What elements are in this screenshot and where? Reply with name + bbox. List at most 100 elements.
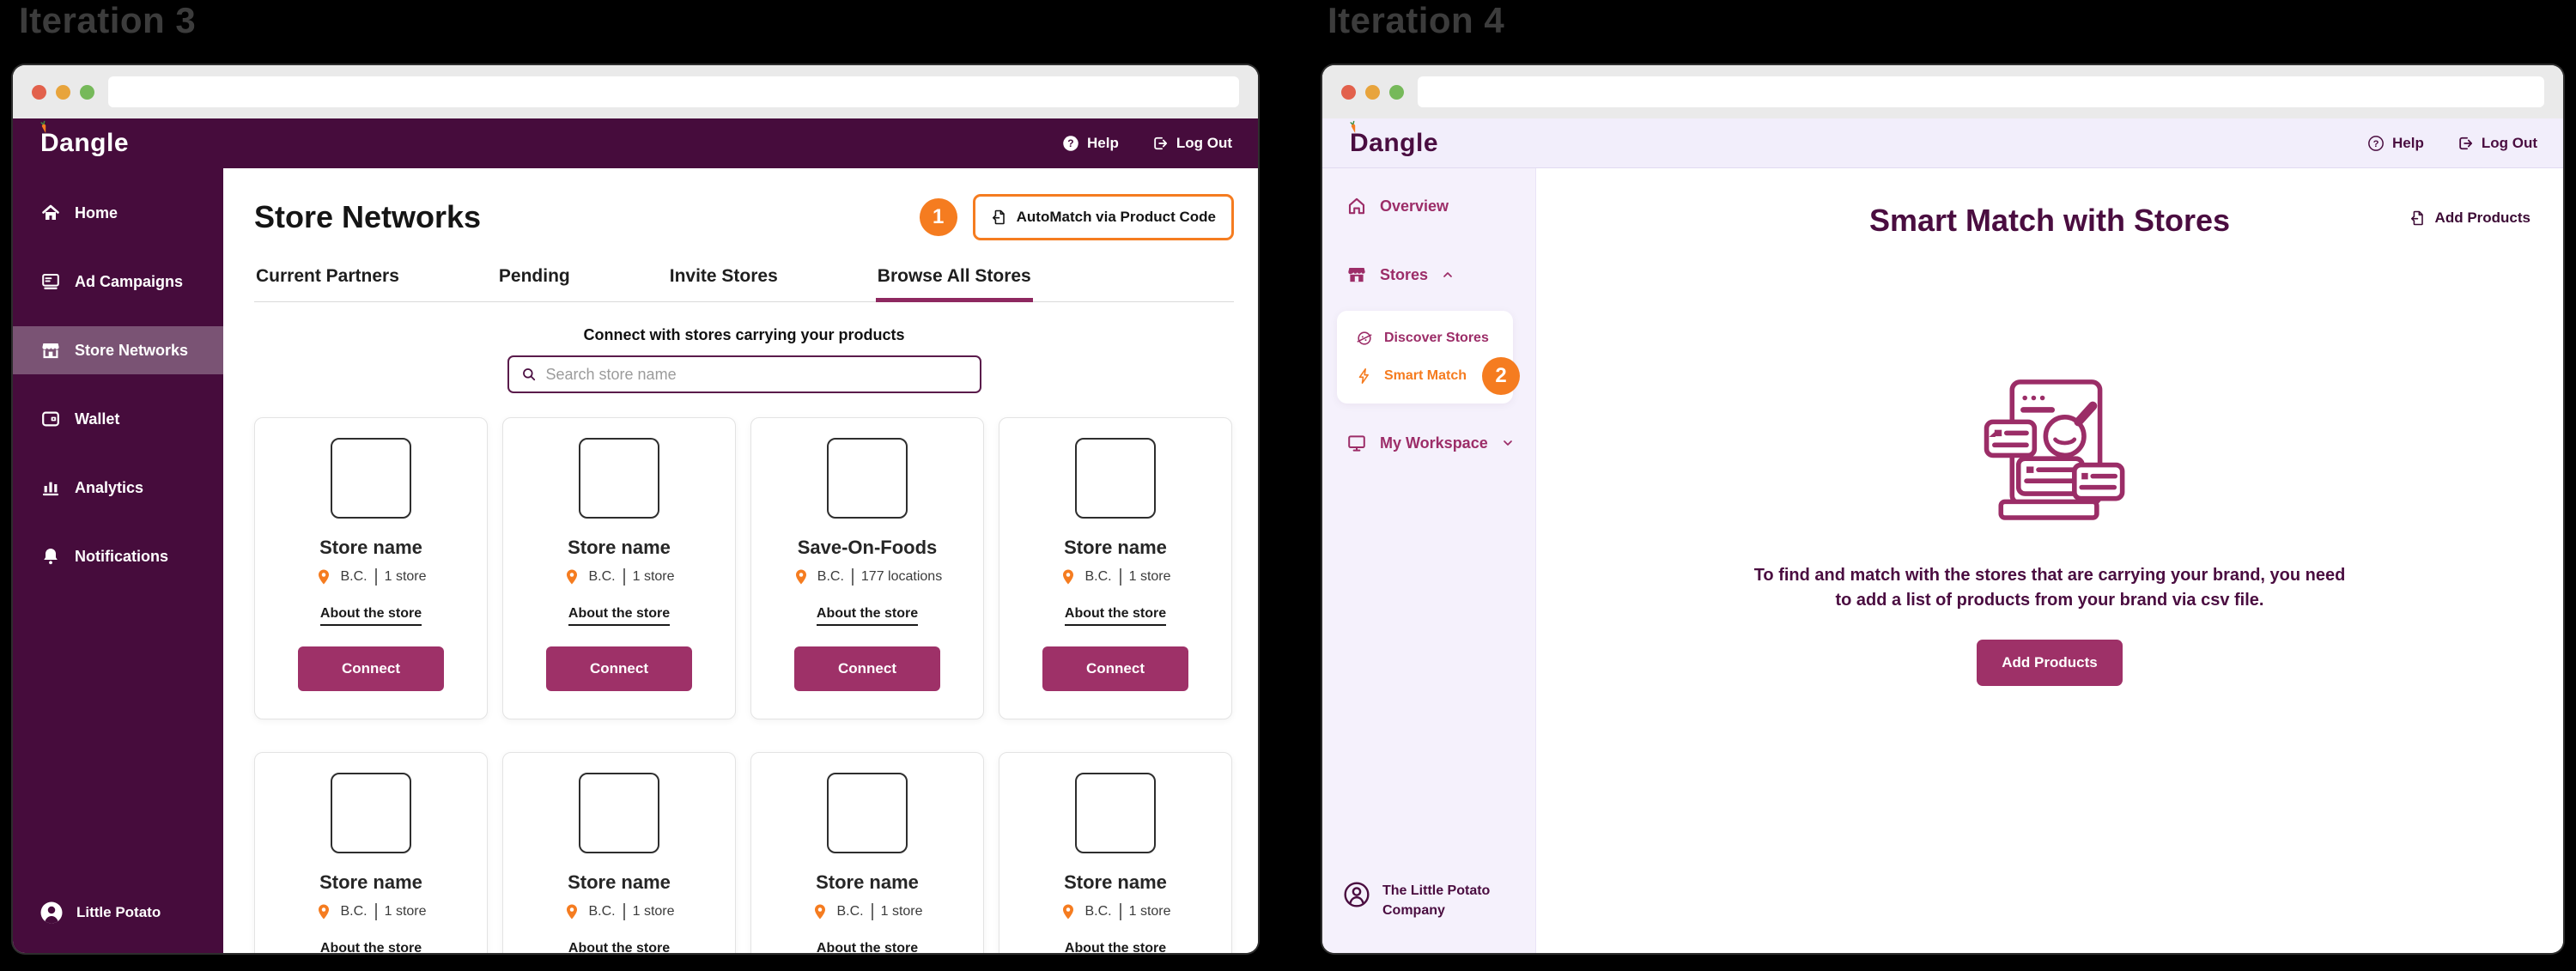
about-the-store-link[interactable]: About the store	[320, 941, 422, 953]
store-location: B.C.	[588, 904, 616, 919]
app-header: Dangle Help Log Out	[1322, 118, 2563, 168]
close-window-button[interactable]	[32, 84, 46, 100]
store-name: Store name	[568, 871, 671, 893]
maximize-window-button[interactable]	[80, 84, 94, 100]
ad-campaigns-icon	[40, 271, 61, 292]
store-image-placeholder	[1075, 438, 1156, 519]
about-the-store-link[interactable]: About the store	[816, 606, 919, 626]
logout-icon	[2457, 135, 2474, 152]
sidebar-item-ad-campaigns[interactable]: Ad Campaigns	[13, 258, 223, 306]
about-the-store-link[interactable]: About the store	[319, 606, 422, 626]
description-text: To find and match with the stores that a…	[1753, 566, 2346, 610]
user-menu[interactable]: Little Potato	[39, 900, 161, 925]
sidebar-item-stores[interactable]: Stores	[1322, 261, 1535, 288]
tab-browse-all-stores[interactable]: Browse All Stores	[875, 266, 1033, 302]
store-image-placeholder	[579, 438, 659, 519]
store-location: B.C.	[1084, 569, 1112, 584]
sidebar-item-notifications[interactable]: Notifications	[13, 532, 223, 580]
store-name: Store name	[568, 537, 671, 558]
connect-button[interactable]: Connect	[298, 646, 444, 691]
about-the-store-link[interactable]: About the store	[1065, 941, 1166, 953]
iteration-3-label: Iteration 3	[19, 0, 197, 40]
add-products-link[interactable]: Add Products	[2409, 209, 2530, 227]
help-button[interactable]: Help	[2367, 135, 2424, 152]
store-card: Store name B.C. 1 store About the store …	[254, 417, 488, 719]
tab-pending[interactable]: Pending	[498, 266, 570, 286]
divider	[871, 903, 873, 920]
dangle-logo: Dangle	[1348, 129, 1438, 158]
location-pin-icon	[1060, 568, 1077, 586]
help-button[interactable]: Help	[1062, 135, 1119, 152]
page-title: Store Networks	[254, 199, 482, 234]
connect-button[interactable]: Connect	[1042, 646, 1188, 691]
store-location: B.C.	[340, 904, 368, 919]
sidebar-item-analytics[interactable]: Analytics	[13, 464, 223, 512]
search-label: Connect with stores carrying your produc…	[583, 326, 905, 343]
tab-invite-stores[interactable]: Invite Stores	[669, 266, 778, 286]
search-input[interactable]	[545, 365, 969, 384]
location-pin-icon	[793, 568, 810, 586]
chevron-down-icon	[1501, 436, 1515, 450]
sidebar: Home Ad Campaigns Store Networks Wallet …	[13, 168, 223, 953]
sidebar-item-home[interactable]: Home	[13, 189, 223, 237]
store-image-placeholder	[331, 773, 411, 853]
tab-current-partners[interactable]: Current Partners	[256, 266, 399, 286]
connect-button[interactable]: Connect	[794, 646, 940, 691]
monitor-icon	[1346, 433, 1367, 453]
close-window-button[interactable]	[1341, 84, 1356, 100]
about-the-store-link[interactable]: About the store	[568, 941, 670, 953]
minimize-window-button[interactable]	[1365, 84, 1380, 100]
divider	[1119, 568, 1121, 586]
window-controls	[32, 84, 94, 100]
url-bar[interactable]	[108, 76, 1239, 107]
store-count: 1 store	[384, 904, 427, 919]
browser-window-iteration-4: Dangle Help Log Out Overview Stores	[1322, 65, 2563, 953]
sidebar-item-store-networks[interactable]: Store Networks	[13, 326, 223, 374]
divider	[623, 903, 625, 920]
sidebar-item-smart-match[interactable]: Smart Match 2	[1337, 357, 1520, 395]
store-image-placeholder	[331, 438, 411, 519]
about-the-store-link[interactable]: About the store	[568, 606, 671, 626]
annotation-step-badge-2: 2	[1482, 357, 1520, 395]
sidebar-item-overview[interactable]: Overview	[1322, 192, 1535, 220]
connect-button[interactable]: Connect	[546, 646, 692, 691]
add-products-button[interactable]: Add Products	[1977, 639, 2123, 686]
user-name: Little Potato	[76, 904, 161, 920]
about-the-store-link[interactable]: About the store	[1064, 606, 1167, 626]
url-bar[interactable]	[1418, 76, 2544, 107]
location-pin-icon	[1060, 903, 1077, 920]
logo-text: Dangle	[40, 129, 130, 157]
store-location: B.C.	[817, 569, 844, 584]
sidebar-item-my-workspace[interactable]: My Workspace	[1322, 429, 1535, 457]
sidebar-item-discover-stores[interactable]: Discover Stores	[1337, 324, 1513, 353]
logout-button[interactable]: Log Out	[2457, 135, 2537, 152]
store-image-placeholder	[827, 773, 908, 853]
browser-chrome	[1322, 65, 2563, 118]
app-header: Dangle Help Log Out	[13, 118, 1258, 168]
store-card: Save-On-Foods B.C. 177 locations About t…	[750, 417, 984, 719]
minimize-window-button[interactable]	[56, 84, 70, 100]
location-pin-icon	[315, 903, 332, 920]
about-the-store-link[interactable]: About the store	[817, 941, 918, 953]
user-menu[interactable]: The Little Potato Company	[1343, 881, 1511, 920]
avatar-icon	[39, 900, 64, 925]
store-card: Store name B.C. 1 store About the store …	[254, 752, 488, 953]
dangle-logo: Dangle	[39, 129, 129, 158]
store-location: B.C.	[1084, 904, 1112, 919]
maximize-window-button[interactable]	[1389, 84, 1404, 100]
store-cards-grid: Store name B.C. 1 store About the store …	[254, 417, 1234, 953]
store-count: 1 store	[880, 904, 923, 919]
store-name: Store name	[1064, 537, 1167, 558]
store-card: Store name B.C. 1 store About the store …	[999, 417, 1232, 719]
bell-icon	[40, 546, 61, 567]
logout-button[interactable]: Log Out	[1151, 135, 1232, 152]
browser-chrome	[13, 65, 1258, 118]
automatch-button[interactable]: AutoMatch via Product Code	[972, 194, 1234, 240]
storefront-icon	[1346, 264, 1367, 285]
help-icon	[2367, 135, 2385, 152]
store-card: Store name B.C. 1 store About the store …	[750, 752, 984, 953]
document-import-icon	[2409, 209, 2427, 227]
sidebar-item-wallet[interactable]: Wallet	[13, 395, 223, 443]
divider	[374, 568, 377, 586]
tab-bar: Current Partners Pending Invite Stores B…	[254, 266, 1234, 302]
